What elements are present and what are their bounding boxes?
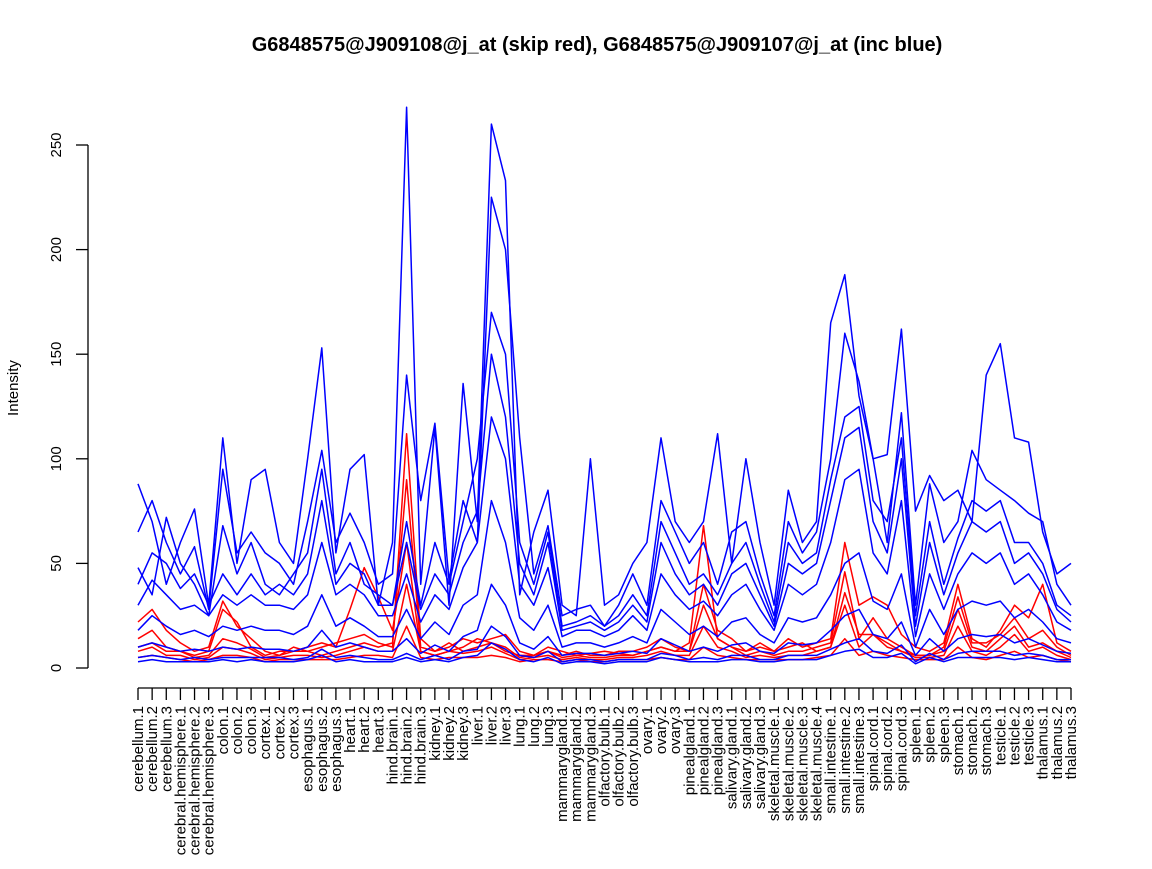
x-tick-label: pinealgland.1: [681, 706, 698, 795]
x-tick-label: heart.3: [370, 706, 387, 753]
series-line-inc-8: [137, 311, 1072, 627]
x-tick-label: small.intestine.1: [823, 706, 840, 814]
x-tick-label: spinal.cord.3: [893, 706, 910, 791]
y-tick-label: 50: [48, 555, 65, 572]
x-tick-label: cortex.2: [271, 706, 288, 759]
x-tick-label: cerebral.hemisphere.1: [172, 706, 189, 855]
x-tick-label: hind.brain.1: [384, 706, 401, 784]
x-tick-label: kidney.3: [455, 706, 472, 761]
x-tick-label: ovary.1: [639, 706, 656, 754]
x-tick-label: colon.3: [243, 706, 260, 754]
x-tick-label: heart.1: [342, 706, 359, 753]
x-tick-label: lung.1: [512, 706, 529, 747]
y-tick-label: 250: [48, 132, 65, 157]
x-tick-label: salivary.gland.1: [724, 706, 741, 809]
series-line-skip-5: [137, 625, 1072, 663]
x-tick-label: heart.2: [356, 706, 373, 753]
x-tick-label: thalamus.1: [1035, 706, 1052, 779]
x-tick-label: cerebral.hemisphere.3: [201, 706, 218, 855]
series-line-inc-6: [137, 106, 1072, 617]
x-tick-label: liver.2: [483, 706, 500, 745]
x-tick-label: cerebellum.1: [130, 706, 147, 792]
x-tick-label: spinal.cord.1: [865, 706, 882, 791]
x-tick-label: liver.1: [469, 706, 486, 745]
x-tick-label: spleen.3: [936, 706, 953, 763]
x-tick-label: testicle.2: [1006, 706, 1023, 765]
x-tick-label: esophagus.1: [300, 706, 317, 792]
x-tick-label: pinealgland.3: [710, 706, 727, 795]
x-tick-label: thalamus.2: [1049, 706, 1066, 779]
x-tick-label: skeletal.muscle.1: [766, 706, 783, 821]
x-tick-label: esophagus.2: [314, 706, 331, 792]
x-tick-label: lung.2: [526, 706, 543, 747]
series-line-skip-4: [137, 583, 1072, 661]
x-tick-label: cortex.3: [286, 706, 303, 759]
x-tick-label: skeletal.muscle.3: [794, 706, 811, 821]
x-tick-label: stomach.3: [978, 706, 995, 775]
x-tick-label: mammarygland.1: [554, 706, 571, 822]
x-tick-label: small.intestine.3: [851, 706, 868, 814]
x-tick-label: small.intestine.2: [837, 706, 854, 814]
x-tick-label: liver.3: [498, 706, 515, 745]
x-tick-label: mammarygland.2: [568, 706, 585, 822]
x-tick-label: colon.1: [215, 706, 232, 754]
x-tick-label: skeletal.muscle.2: [780, 706, 797, 821]
series-layer: [137, 106, 1072, 665]
series-line-inc-13: [137, 625, 1071, 663]
x-tick-label: cerebellum.3: [158, 706, 175, 792]
y-tick-label: 100: [48, 446, 65, 471]
x-tick-label: thalamus.3: [1063, 706, 1080, 779]
x-tick-label: mammarygland.3: [582, 706, 599, 822]
series-line-inc-12: [137, 583, 1072, 657]
x-tick-label: colon.2: [229, 706, 246, 754]
x-tick-label: cerebral.hemisphere.2: [187, 706, 204, 855]
y-tick-label: 200: [48, 237, 65, 262]
series-line-skip-1: [137, 432, 1072, 657]
x-tick-label: olfactory.bulb.3: [625, 706, 642, 807]
x-tick-label: lung.3: [540, 706, 557, 747]
y-tick-label: 150: [48, 342, 65, 367]
x-tick-label: spleen.1: [908, 706, 925, 763]
x-tick-label: hind.brain.2: [399, 706, 416, 784]
x-tick-label: olfactory.bulb.2: [611, 706, 628, 807]
series-line-inc-11: [137, 499, 1072, 648]
x-tick-label: kidney.1: [427, 706, 444, 761]
x-tick-label: ovary.2: [653, 706, 670, 754]
x-tick-label: kidney.2: [441, 706, 458, 761]
x-tick-label: testicle.3: [1021, 706, 1038, 765]
y-axis-label: Intensity: [5, 360, 22, 416]
series-line-inc-9: [137, 353, 1072, 632]
x-tick-label: spinal.cord.2: [879, 706, 896, 791]
x-tick-label: salivary.gland.3: [752, 706, 769, 809]
x-tick-label: ovary.3: [667, 706, 684, 754]
series-line-inc-7: [137, 196, 1072, 627]
x-tick-label: stomach.2: [964, 706, 981, 775]
x-tick-label: hind.brain.3: [413, 706, 430, 784]
x-tick-label: pinealgland.2: [695, 706, 712, 795]
x-tick-label: spleen.2: [922, 706, 939, 763]
x-tick-label: olfactory.bulb.1: [597, 706, 614, 807]
x-axis: cerebellum.1cerebellum.2cerebellum.3cere…: [130, 687, 1080, 855]
x-tick-label: cerebellum.2: [144, 706, 161, 792]
x-tick-label: stomach.1: [950, 706, 967, 775]
x-tick-label: esophagus.3: [328, 706, 345, 792]
x-tick-label: cortex.1: [257, 706, 274, 759]
series-line-inc-10: [137, 416, 1072, 638]
x-tick-label: skeletal.muscle.4: [809, 706, 826, 821]
y-axis: 0 50 100 150 200 250: [48, 132, 89, 672]
chart-title: G6848575@J909108@j_at (skip red), G68485…: [252, 34, 943, 56]
x-tick-label: testicle.1: [992, 706, 1009, 765]
series-line-inc-14: [137, 642, 1071, 665]
x-tick-label: salivary.gland.2: [738, 706, 755, 809]
y-tick-label: 0: [48, 664, 65, 672]
